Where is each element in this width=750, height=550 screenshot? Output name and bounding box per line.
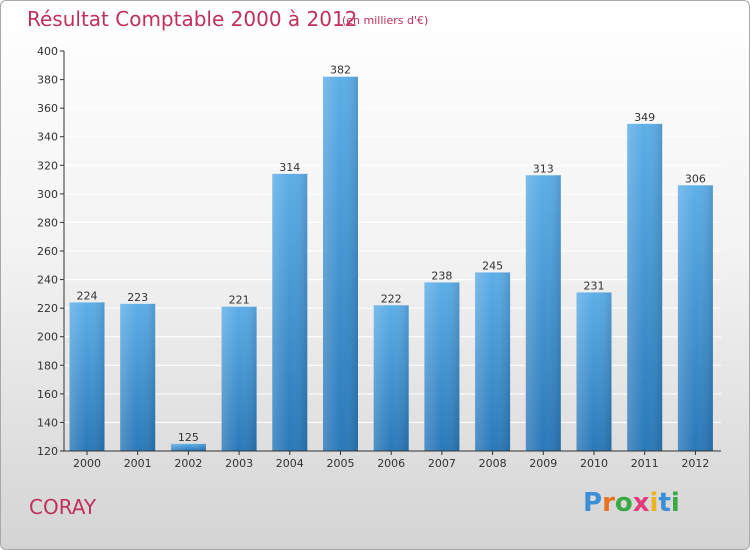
y-tick-label: 320 [37, 159, 58, 172]
x-tick-label-2002: 2002 [174, 457, 202, 470]
x-tick-label-2007: 2007 [428, 457, 456, 470]
y-tick-label: 260 [37, 245, 58, 258]
y-tick-label: 180 [37, 359, 58, 372]
value-label-2004: 314 [279, 161, 300, 174]
y-tick-label: 140 [37, 416, 58, 429]
x-tick-label-2010: 2010 [580, 457, 608, 470]
logo-letter: r [602, 488, 615, 518]
value-label-2012: 306 [685, 172, 706, 185]
bar-shade-2001 [120, 303, 156, 451]
y-tick-label: 200 [37, 331, 58, 344]
value-label-2000: 224 [77, 289, 98, 302]
bar-shade-2002 [170, 443, 206, 451]
y-tick-label: 400 [37, 45, 58, 58]
x-tick-label-2000: 2000 [73, 457, 101, 470]
value-label-2011: 349 [634, 111, 655, 124]
chart-title: Résultat Comptable 2000 à 2012 [27, 7, 358, 31]
bar-shade-2003 [221, 306, 257, 451]
x-tick-label-2011: 2011 [631, 457, 659, 470]
bar-shade-2012 [677, 185, 713, 452]
x-tick-label-2001: 2001 [124, 457, 152, 470]
value-label-2010: 231 [584, 279, 605, 292]
y-tick-label: 240 [37, 274, 58, 287]
bar-shade-2010 [576, 292, 612, 451]
logo-letter: o [614, 488, 633, 518]
x-tick-label-2005: 2005 [327, 457, 355, 470]
bar-shade-2006 [373, 305, 409, 451]
y-tick-label: 300 [37, 188, 58, 201]
bar-shade-2007 [424, 282, 460, 451]
bar-shade-2008 [475, 272, 511, 451]
value-label-2002: 125 [178, 431, 199, 444]
y-tick-label: 280 [37, 216, 58, 229]
proxiti-logo: Proxiti [583, 488, 680, 518]
bar-shade-2005 [323, 76, 358, 451]
logo-letter: i [670, 488, 680, 518]
bar-shade-2009 [525, 175, 561, 452]
value-label-2008: 245 [482, 259, 503, 272]
x-tick-label-2004: 2004 [276, 457, 304, 470]
x-tick-label-2003: 2003 [225, 457, 253, 470]
value-label-2005: 382 [330, 64, 351, 77]
bar-shade-2004 [272, 173, 308, 451]
chart-subtitle: (en milliers d'€) [342, 14, 429, 27]
x-tick-label-2012: 2012 [681, 457, 709, 470]
value-label-2009: 313 [533, 162, 554, 175]
logo-letter: i [649, 488, 659, 518]
logo-letter: t [658, 488, 671, 518]
value-label-2007: 238 [431, 269, 452, 282]
y-tick-label: 360 [37, 102, 58, 115]
y-tick-label: 380 [37, 74, 58, 87]
commune-name: CORAY [29, 495, 97, 519]
y-tick-label: 160 [37, 388, 58, 401]
bar-shade-2011 [627, 123, 663, 451]
y-tick-label: 340 [37, 131, 58, 144]
logo-letter: P [583, 488, 603, 518]
y-tick-label: 220 [37, 302, 58, 315]
bar-shade-2000 [69, 302, 105, 451]
x-tick-label-2006: 2006 [377, 457, 405, 470]
y-tick-label: 120 [37, 445, 58, 458]
logo-letter: x [632, 488, 650, 518]
value-label-2001: 223 [127, 291, 148, 304]
x-tick-label-2009: 2009 [529, 457, 557, 470]
value-label-2006: 222 [381, 292, 402, 305]
value-label-2003: 221 [229, 294, 250, 307]
x-tick-label-2008: 2008 [479, 457, 507, 470]
